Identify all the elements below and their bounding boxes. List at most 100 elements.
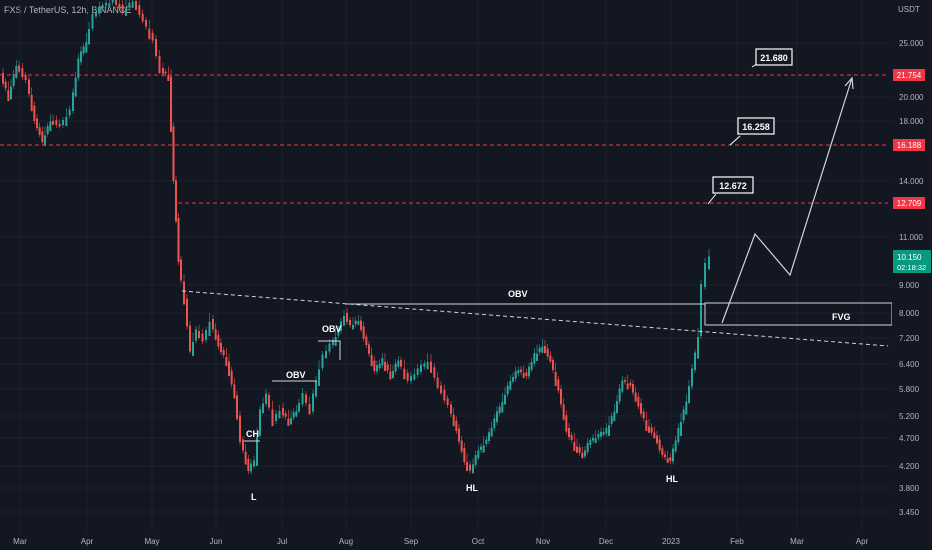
candle-body [664, 454, 666, 458]
candle-body [101, 5, 104, 9]
candle-body [584, 450, 586, 457]
candle-body [141, 13, 144, 22]
candle-body [265, 393, 267, 404]
candle-body [477, 450, 480, 459]
candle-body [423, 363, 426, 367]
candle-body [506, 385, 509, 395]
candle-body [357, 321, 360, 325]
candle-body [474, 455, 477, 465]
callout-21680-text: 21.680 [760, 53, 788, 63]
candle-body [212, 319, 214, 330]
candle-body [21, 68, 24, 77]
candle-body [128, 2, 131, 8]
time-axis[interactable] [0, 532, 932, 550]
candle-body [650, 427, 653, 433]
candle-body [469, 464, 471, 471]
callout-21680[interactable]: 21.680 [751, 48, 793, 68]
candle-body [158, 56, 161, 73]
candle-body [504, 394, 506, 405]
hl-label-2: HL [666, 474, 678, 484]
candle-body [253, 460, 255, 467]
candle-body [332, 340, 334, 345]
candle-body [151, 32, 154, 41]
candle-body [125, 8, 127, 16]
projection-path[interactable] [721, 77, 853, 324]
candle-body [192, 342, 194, 356]
candle-body [58, 123, 61, 127]
candle-body [145, 20, 147, 27]
candle-body [135, 1, 137, 10]
candle-body [186, 298, 188, 327]
candle-body [576, 446, 578, 453]
chart-grid [0, 0, 892, 532]
candle-body [581, 452, 584, 458]
candle-body [394, 363, 397, 372]
candle-body [455, 420, 458, 431]
candle-body [321, 354, 324, 368]
candle-body [436, 377, 439, 388]
candle-body [560, 389, 562, 405]
fvg-box[interactable] [704, 302, 893, 326]
candle-body [360, 320, 362, 330]
trendline[interactable] [181, 290, 889, 347]
candle-body [198, 331, 200, 338]
time-tick-label: Mar [13, 537, 27, 546]
callout-16258[interactable]: 16.258 [729, 117, 775, 146]
candle-body [389, 371, 392, 380]
price-tick-label: 20.000 [899, 93, 924, 102]
candle-body [376, 365, 378, 372]
callout-12672[interactable]: 12.672 [707, 176, 754, 205]
price-tag-16188-text: 16.188 [897, 141, 922, 150]
candle-body [410, 375, 412, 381]
candle-body [613, 411, 616, 422]
time-tick-label: Aug [339, 537, 353, 546]
candle-body [36, 118, 38, 129]
candle-body [552, 360, 554, 370]
candle-body [242, 439, 244, 451]
candle-body [340, 321, 342, 331]
candle-body [282, 408, 284, 416]
candle-body [337, 329, 340, 336]
candle-body [496, 411, 498, 422]
candle-body [88, 29, 90, 45]
candle-body [460, 440, 463, 452]
candle-body [98, 6, 101, 14]
candle-body [672, 448, 674, 462]
candle-body [28, 79, 30, 94]
candle-body [259, 409, 261, 436]
candle-body [49, 121, 52, 132]
candle-body [262, 403, 264, 413]
candle-body [95, 12, 97, 17]
candle-body [621, 380, 624, 392]
candle-body [536, 353, 538, 361]
candle-body [645, 420, 648, 431]
obv-box-small[interactable] [318, 340, 341, 360]
candle-body [700, 284, 702, 336]
candle-body [105, 2, 107, 6]
candle-body [538, 347, 541, 353]
time-tick-label: Sep [404, 537, 419, 546]
candle-body [68, 109, 71, 116]
low-label: L [251, 492, 257, 502]
candle-body [177, 218, 180, 262]
candle-body [392, 371, 394, 378]
candle-body [546, 348, 549, 357]
price-tag-12709-text: 12.709 [897, 199, 922, 208]
candle-body [680, 422, 682, 436]
candle-body [452, 414, 455, 427]
candle-body [433, 367, 436, 378]
candle-body [406, 372, 409, 381]
candle-body [600, 431, 602, 437]
candle-body [704, 263, 706, 287]
candle-body [170, 76, 172, 132]
candle-body [624, 380, 626, 382]
time-tick-label: Jun [210, 537, 223, 546]
candle-body [557, 379, 560, 391]
candle-body [708, 256, 710, 270]
candle-body [77, 58, 80, 79]
price-tick-label: 6.400 [899, 360, 920, 369]
candle-body [490, 427, 493, 437]
candle-body [466, 462, 468, 471]
candle-body [653, 432, 656, 438]
